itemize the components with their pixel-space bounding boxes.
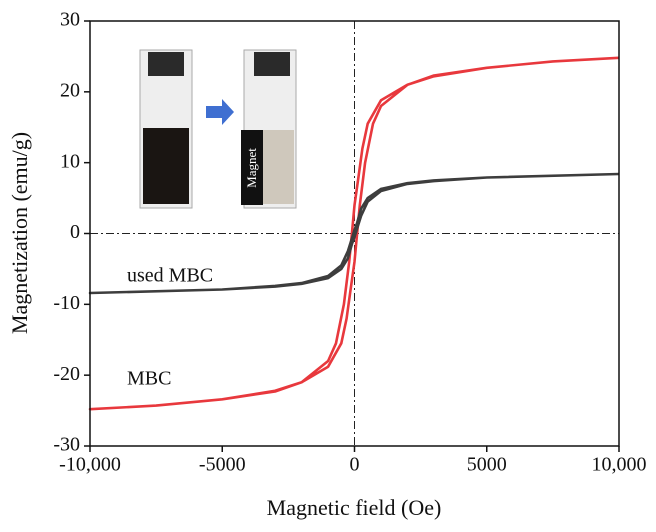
inset-photo: Magnet <box>139 49 297 209</box>
annotation: used MBC <box>127 265 213 287</box>
y-tick-label: 10 <box>60 150 80 172</box>
y-tick-label: -20 <box>53 363 80 385</box>
y-axis-label: Magnetization (emu/g) <box>7 132 32 334</box>
x-tick-label: -5000 <box>199 454 246 476</box>
inset-label: Magnet <box>244 148 259 188</box>
annotation: MBC <box>127 368 171 390</box>
y-tick-label: -30 <box>53 434 80 456</box>
y-tick-label: 0 <box>70 221 80 243</box>
y-tick-label: -10 <box>53 292 80 314</box>
x-tick-label: 10,000 <box>592 454 647 476</box>
y-tick-label: 20 <box>60 79 80 101</box>
x-tick-label: -10,000 <box>59 454 121 476</box>
x-axis-label: Magnetic field (Oe) <box>267 495 442 520</box>
x-tick-label: 0 <box>350 454 360 476</box>
y-tick-label: 30 <box>60 9 80 31</box>
x-tick-label: 5000 <box>467 454 507 476</box>
